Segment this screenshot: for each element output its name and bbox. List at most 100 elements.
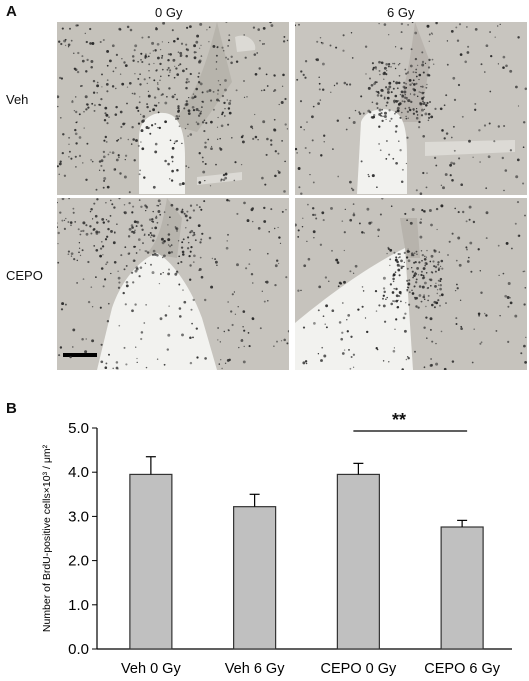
cell-dot [285, 276, 288, 279]
cell-dot [357, 308, 360, 311]
cell-dot [477, 312, 481, 316]
cell-dot [390, 66, 392, 68]
cell-dot [282, 40, 286, 43]
cell-dot [318, 82, 321, 85]
cell-dot [178, 115, 181, 118]
cell-dot [397, 63, 400, 66]
cell-dot [281, 210, 284, 213]
cell-dot [202, 160, 204, 163]
cell-dot [367, 86, 371, 90]
cell-dot [400, 47, 403, 50]
cell-dot [137, 144, 140, 147]
cell-dot [200, 55, 203, 57]
cell-dot [343, 81, 347, 85]
cell-dot [503, 124, 506, 128]
cell-dot [119, 110, 123, 114]
cell-dot [384, 86, 388, 89]
cell-dot [259, 40, 261, 42]
cell-dot [506, 296, 510, 299]
cell-dot [143, 78, 146, 81]
cell-dot [280, 101, 284, 104]
cell-dot [249, 248, 251, 251]
cell-dot [415, 278, 418, 281]
cell-dot [379, 213, 382, 216]
cell-dot [395, 294, 399, 298]
cell-dot [522, 270, 525, 273]
cell-dot [83, 110, 85, 113]
cell-dot [450, 161, 453, 165]
cell-dot [397, 253, 400, 255]
cell-dot [98, 169, 101, 171]
cell-dot [408, 106, 411, 109]
cell-dot [103, 118, 107, 122]
cell-dot [392, 300, 394, 302]
cell-dot [360, 160, 363, 163]
cell-dot [114, 113, 118, 116]
cell-dot [382, 72, 386, 76]
cell-dot [480, 63, 483, 66]
cell-dot [225, 56, 228, 59]
cell-dot [170, 155, 174, 159]
cell-dot [141, 228, 144, 231]
cell-dot [397, 268, 401, 272]
cell-dot [318, 285, 322, 289]
cell-dot [108, 353, 110, 356]
cell-dot [389, 283, 393, 286]
cell-dot [411, 267, 413, 269]
cell-dot [170, 251, 174, 254]
cell-dot [446, 40, 449, 42]
cell-dot [382, 294, 385, 297]
cell-dot [392, 274, 395, 278]
cell-dot [367, 173, 370, 176]
cell-dot [411, 270, 414, 273]
cell-dot [276, 340, 278, 343]
cell-dot [416, 108, 418, 110]
cell-dot [423, 281, 427, 285]
cell-dot [351, 57, 354, 59]
cell-dot [189, 133, 193, 136]
cell-dot [388, 81, 392, 85]
cell-dot [304, 60, 308, 63]
cell-dot [246, 219, 250, 223]
cell-dot [57, 201, 58, 204]
cell-dot [426, 83, 428, 86]
cell-dot [178, 182, 182, 186]
cell-dot [128, 191, 131, 194]
cell-dot [286, 39, 289, 42]
cell-dot [74, 96, 77, 98]
cell-dot [403, 81, 406, 84]
cell-dot [148, 218, 152, 221]
cell-dot [170, 244, 173, 246]
cell-dot [181, 333, 184, 337]
cell-dot [319, 243, 323, 246]
cell-dot [68, 156, 70, 158]
cell-dot [434, 270, 437, 273]
cell-dot [399, 149, 402, 152]
cell-dot [485, 187, 488, 190]
cell-dot [156, 82, 159, 84]
cell-dot [343, 249, 345, 252]
cell-dot [388, 361, 390, 363]
cell-dot [346, 319, 348, 321]
x-tick-label: CEPO 6 Gy [424, 661, 500, 677]
cell-dot [474, 102, 477, 105]
cell-dot [460, 325, 463, 328]
cell-dot [522, 182, 525, 185]
cell-dot [98, 160, 102, 163]
cell-dot [321, 88, 325, 91]
cell-dot [118, 156, 120, 159]
cell-dot [100, 343, 103, 346]
cell-dot [143, 176, 146, 179]
cell-dot [399, 293, 402, 295]
cell-dot [197, 224, 201, 227]
cell-dot [400, 300, 402, 303]
cell-dot [151, 239, 155, 242]
cell-dot [178, 315, 182, 318]
cell-dot [522, 146, 525, 149]
cell-dot [82, 278, 85, 280]
cell-dot [420, 249, 423, 252]
cell-dot [85, 40, 88, 44]
cell-dot [234, 161, 237, 164]
cell-dot [343, 280, 346, 284]
cell-dot [64, 38, 67, 41]
